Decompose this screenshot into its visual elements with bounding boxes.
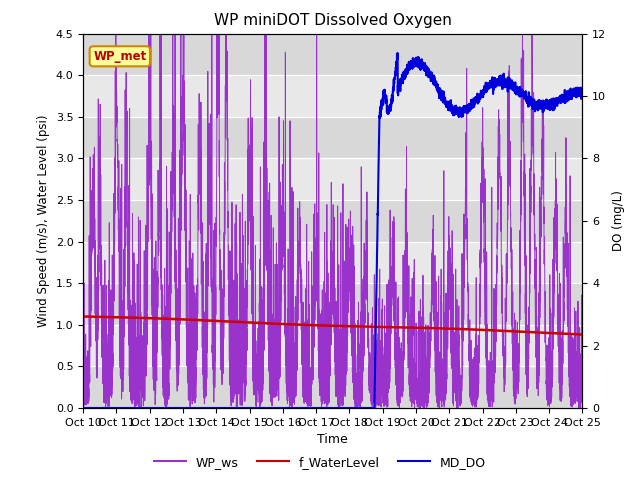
Bar xyxy=(83,241,582,283)
Bar xyxy=(83,366,582,408)
Bar xyxy=(83,158,582,200)
Y-axis label: DO (mg/L): DO (mg/L) xyxy=(612,191,625,251)
Bar xyxy=(83,325,582,366)
Title: WP miniDOT Dissolved Oxygen: WP miniDOT Dissolved Oxygen xyxy=(214,13,452,28)
Bar xyxy=(83,117,582,158)
Legend: WP_ws, f_WaterLevel, MD_DO: WP_ws, f_WaterLevel, MD_DO xyxy=(149,451,491,474)
Bar xyxy=(83,200,582,241)
Y-axis label: Wind Speed (m/s), Water Level (psi): Wind Speed (m/s), Water Level (psi) xyxy=(37,115,50,327)
Text: WP_met: WP_met xyxy=(93,50,147,63)
Bar xyxy=(83,34,582,75)
Bar xyxy=(83,75,582,117)
X-axis label: Time: Time xyxy=(317,433,348,446)
Bar xyxy=(83,283,582,325)
